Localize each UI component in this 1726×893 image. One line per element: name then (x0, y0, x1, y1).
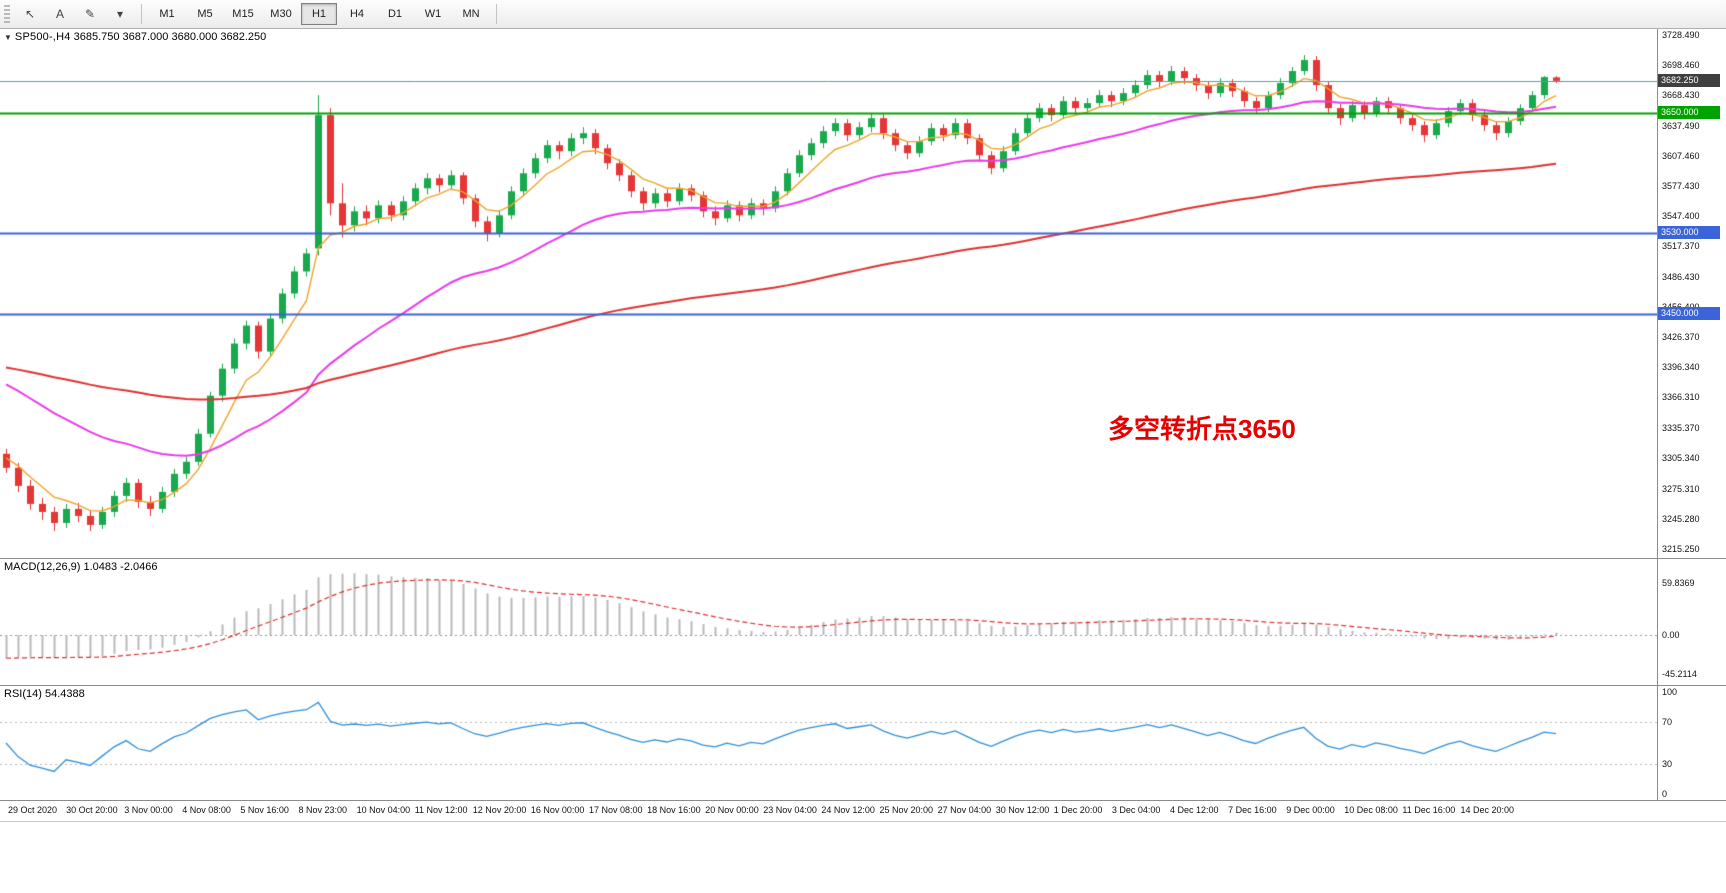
price-axis-label: 3728.490 (1662, 29, 1700, 40)
macd-canvas[interactable] (0, 559, 1657, 685)
time-axis-label: 5 Nov 16:00 (240, 805, 289, 815)
rsi-axis-label: 30 (1662, 759, 1673, 770)
price-note-annotation: 多空转折点3650 (1108, 414, 1296, 444)
time-axis-label: 7 Dec 16:00 (1228, 805, 1277, 815)
toolbar: ↖ A ✎ ▾ M1 M5 M15 M30 H1 H4 D1 W1 MN (0, 0, 1726, 29)
symbol-dropdown-icon[interactable]: ▼ (4, 33, 12, 42)
tool-button-group: ↖ A ✎ ▾ (16, 3, 134, 26)
timeframe-m15[interactable]: M15 (232, 8, 254, 20)
price-axis-label: 3245.280 (1662, 513, 1700, 524)
time-axis-label: 16 Nov 00:00 (530, 805, 585, 815)
time-axis-label: 12 Nov 20:00 (472, 805, 527, 815)
price-axis-label: 3275.310 (1662, 483, 1700, 494)
candlestick-canvas[interactable] (0, 29, 1657, 558)
price-badge: 3682.250 (1658, 73, 1720, 87)
macd-axis-label: 59.8369 (1662, 577, 1695, 588)
price-axis-label: 3607.460 (1662, 150, 1700, 161)
price-badge: 3650.000 (1658, 106, 1720, 120)
price-axis-label: 3517.370 (1662, 241, 1700, 252)
rsi-panel: RSI(14) 54.4388 100 70 30 0 (0, 686, 1726, 801)
rsi-axis-label: 70 (1662, 716, 1673, 727)
chart-title: ▼ SP500-,H4 3685.750 3687.000 3680.000 36… (4, 31, 266, 43)
time-axis-label: 11 Nov 12:00 (414, 805, 468, 815)
time-axis-label: 17 Nov 08:00 (589, 805, 643, 815)
time-axis-label: 10 Dec 08:00 (1344, 805, 1398, 815)
macd-axis-label: -45.2114 (1662, 669, 1697, 680)
price-axis-label: 3335.370 (1662, 423, 1700, 434)
timeframe-mn[interactable]: MN (462, 8, 480, 20)
draw-tools-caret-icon[interactable]: ▾ (116, 7, 124, 21)
rsi-axis-label: 0 (1662, 789, 1668, 799)
cursor-tool-icon[interactable]: ↖ (24, 7, 36, 21)
time-axis-label: 20 Nov 00:00 (705, 805, 759, 815)
rsi-axis-label: 100 (1662, 687, 1678, 697)
timeframe-group: M1 M5 M15 M30 H1 H4 D1 W1 MN (149, 3, 489, 25)
macd-plot[interactable]: MACD(12,26,9) 1.0483 -2.0466 (0, 559, 1657, 685)
text-annotation-tool-icon[interactable]: A (55, 7, 64, 21)
time-axis-label: 23 Nov 04:00 (763, 805, 817, 815)
time-axis-label: 18 Nov 16:00 (647, 805, 701, 815)
rsi-indicator-label: RSI(14) (4, 688, 42, 700)
macd-axis[interactable]: 59.8369 0.00 -45.2114 (1657, 559, 1726, 685)
rsi-indicator-value: 54.4388 (44, 688, 85, 700)
draw-tools-icon[interactable]: ✎ (84, 7, 96, 21)
macd-panel: MACD(12,26,9) 1.0483 -2.0466 59.8369 0.00… (0, 559, 1726, 686)
price-axis-label: 3698.460 (1662, 59, 1700, 70)
price-axis-label: 3366.310 (1662, 392, 1700, 403)
chart-ohlc-values: 3685.750 3687.000 3680.000 3682.250 (73, 31, 267, 43)
time-axis-label: 8 Nov 23:00 (298, 805, 348, 815)
time-axis-label: 4 Dec 12:00 (1170, 805, 1219, 815)
timeframe-m5[interactable]: M5 (197, 8, 213, 20)
price-axis-label: 3577.430 (1662, 180, 1700, 191)
time-axis-label: 3 Nov 00:00 (124, 805, 173, 815)
rsi-title: RSI(14) 54.4388 (4, 688, 85, 700)
time-axis-label: 24 Nov 12:00 (821, 805, 875, 815)
time-axis-label: 3 Dec 04:00 (1111, 805, 1161, 815)
time-axis-label: 10 Nov 04:00 (356, 805, 411, 815)
time-axis[interactable]: 29 Oct 2020 30 Oct 20:00 3 Nov 00:00 4 Nov … (0, 801, 1726, 822)
time-axis-label: 30 Nov 12:00 (995, 805, 1050, 815)
chart-symbol-label: SP500-,H4 (14, 31, 71, 43)
macd-indicator-values: 1.0483 -2.0466 (83, 561, 158, 573)
timeframe-h4[interactable]: H4 (349, 8, 365, 20)
main-chart-panel: ▼ SP500-,H4 3685.750 3687.000 3680.000 36… (0, 29, 1726, 559)
time-axis-label: 11 Dec 16:00 (1402, 805, 1456, 815)
rsi-canvas[interactable] (0, 686, 1657, 800)
macd-axis-label: 0.00 (1662, 630, 1680, 641)
timeframe-m1[interactable]: M1 (159, 8, 175, 20)
rsi-plot[interactable]: RSI(14) 54.4388 (0, 686, 1657, 800)
time-axis-label: 9 Dec 00:00 (1286, 805, 1335, 815)
price-axis-label: 3426.370 (1662, 332, 1700, 343)
price-axis[interactable]: 3728.490 3698.460 3668.430 3637.490 3607.460… (1657, 29, 1726, 558)
timeframe-h1[interactable]: H1 (301, 3, 337, 25)
time-axis-label: 4 Nov 08:00 (182, 805, 231, 815)
rsi-axis[interactable]: 100 70 30 0 (1657, 686, 1726, 800)
toolbar-grip[interactable] (4, 5, 10, 23)
price-axis-label: 3637.490 (1662, 120, 1700, 131)
price-axis-label: 3305.340 (1662, 453, 1700, 464)
time-axis-label: 25 Nov 20:00 (879, 805, 934, 815)
price-axis-label: 3486.430 (1662, 272, 1700, 283)
price-axis-label: 3547.400 (1662, 210, 1700, 221)
time-axis-label: 29 Oct 2020 (8, 805, 58, 815)
time-axis-label: 1 Dec 20:00 (1053, 805, 1103, 815)
price-axis-label: 3215.250 (1662, 543, 1700, 554)
price-badge: 3450.000 (1658, 306, 1720, 320)
time-axis-label: 27 Nov 04:00 (937, 805, 992, 815)
price-axis-label: 3668.430 (1662, 89, 1700, 100)
toolbar-separator (141, 4, 142, 24)
timeframe-m30[interactable]: M30 (270, 8, 292, 20)
time-axis-label: 30 Oct 20:00 (66, 805, 118, 815)
timeframe-w1[interactable]: W1 (424, 8, 442, 20)
main-chart-plot[interactable]: ▼ SP500-,H4 3685.750 3687.000 3680.000 36… (0, 29, 1657, 558)
toolbar-separator (496, 4, 497, 24)
window-bottom-area (0, 822, 1726, 893)
price-axis-label: 3396.340 (1662, 362, 1700, 373)
macd-indicator-label: MACD(12,26,9) (4, 561, 81, 573)
timeframe-d1[interactable]: D1 (387, 8, 403, 20)
macd-title: MACD(12,26,9) 1.0483 -2.0466 (4, 561, 158, 573)
price-badge: 3530.000 (1658, 226, 1720, 240)
time-axis-label: 14 Dec 20:00 (1460, 805, 1515, 815)
